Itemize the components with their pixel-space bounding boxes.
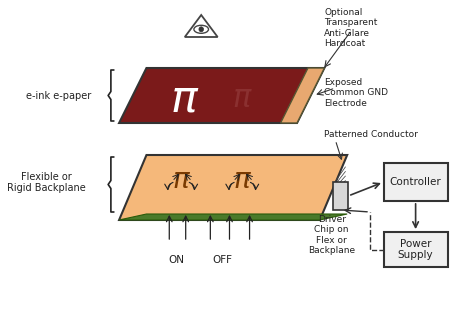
Polygon shape <box>119 68 324 123</box>
Text: $\pi$: $\pi$ <box>170 77 200 120</box>
Text: OFF: OFF <box>212 255 232 265</box>
Text: Driver
Chip on
Flex or
Backplane: Driver Chip on Flex or Backplane <box>308 215 355 255</box>
Text: e-ink e-paper: e-ink e-paper <box>27 91 92 100</box>
Bar <box>383 163 447 201</box>
Bar <box>383 232 447 267</box>
Text: $\pi$: $\pi$ <box>172 167 191 194</box>
Text: Exposed
Common GND
Electrode: Exposed Common GND Electrode <box>324 78 388 108</box>
Text: ON: ON <box>169 255 184 265</box>
Ellipse shape <box>199 27 203 32</box>
Polygon shape <box>119 155 347 220</box>
Text: Optional
Transparent
Anti-Glare
Hardcoat: Optional Transparent Anti-Glare Hardcoat <box>324 8 378 48</box>
Text: Controller: Controller <box>390 177 441 187</box>
Text: Flexible or
Rigid Backplane: Flexible or Rigid Backplane <box>7 172 85 193</box>
Text: Patterned Conductor: Patterned Conductor <box>324 130 418 139</box>
Polygon shape <box>281 68 324 123</box>
Text: $\pi$: $\pi$ <box>233 167 252 194</box>
Text: $\pi$: $\pi$ <box>232 83 253 114</box>
Text: Power
Supply: Power Supply <box>398 239 433 260</box>
Bar <box>334 182 348 210</box>
Polygon shape <box>119 214 347 220</box>
